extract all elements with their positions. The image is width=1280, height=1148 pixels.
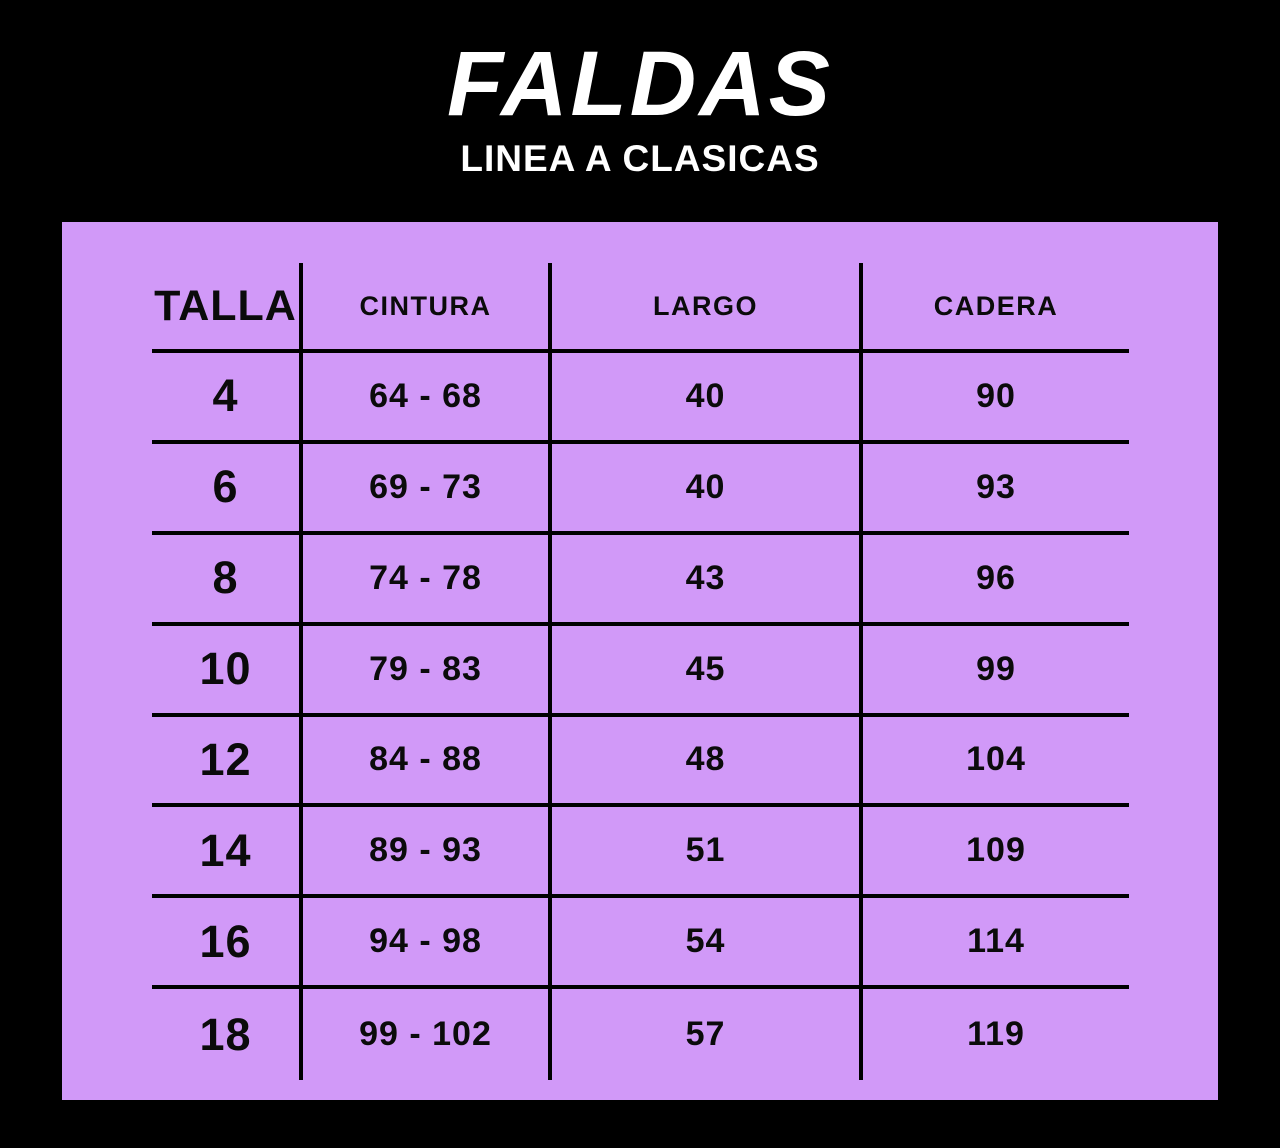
table-cell-cadera: 96 <box>863 535 1129 626</box>
table-cell-talla: 6 <box>152 443 303 535</box>
table-cell-cintura: 94 - 98 <box>303 898 552 990</box>
table-cell-largo: 48 <box>552 716 863 808</box>
size-chart-panel: TALLA CINTURA LARGO CADERA 4 64 - 68 40 … <box>62 222 1218 1100</box>
table-cell-cintura: 89 - 93 <box>303 807 552 899</box>
table-cell-cintura: 69 - 73 <box>303 443 552 535</box>
table-cell-talla: 14 <box>152 807 303 899</box>
poster-title: FALDAS <box>447 33 833 135</box>
table-cell-talla: 18 <box>152 989 303 1080</box>
table-cell-cadera: 93 <box>863 444 1129 535</box>
table-cell-talla: 10 <box>152 625 303 717</box>
table-cell-talla: 16 <box>152 898 303 990</box>
table-cell-largo: 51 <box>552 807 863 899</box>
size-table: TALLA CINTURA LARGO CADERA 4 64 - 68 40 … <box>152 263 1129 1080</box>
table-cell-largo: 57 <box>552 989 863 1080</box>
table-cell-cintura: 84 - 88 <box>303 716 552 808</box>
column-header-cadera: CADERA <box>863 263 1129 353</box>
table-cell-cintura: 99 - 102 <box>303 989 552 1080</box>
table-cell-largo: 40 <box>552 353 863 444</box>
table-cell-talla: 8 <box>152 534 303 626</box>
poster-subtitle: LINEA A CLASICAS <box>460 138 820 179</box>
table-cell-cadera: 114 <box>863 898 1129 990</box>
table-cell-cadera: 90 <box>863 353 1129 444</box>
column-header-talla: TALLA <box>152 263 303 353</box>
table-cell-largo: 40 <box>552 443 863 535</box>
table-cell-talla: 4 <box>152 353 303 444</box>
table-cell-largo: 54 <box>552 898 863 990</box>
table-cell-talla: 12 <box>152 716 303 808</box>
table-cell-largo: 45 <box>552 625 863 717</box>
table-cell-cintura: 79 - 83 <box>303 625 552 717</box>
table-cell-largo: 43 <box>552 534 863 626</box>
table-cell-cadera: 109 <box>863 807 1129 899</box>
column-header-largo: LARGO <box>552 263 863 353</box>
table-cell-cadera: 104 <box>863 717 1129 808</box>
table-cell-cadera: 99 <box>863 626 1129 717</box>
table-cell-cintura: 74 - 78 <box>303 534 552 626</box>
table-cell-cintura: 64 - 68 <box>303 353 552 444</box>
column-header-cintura: CINTURA <box>303 263 552 353</box>
table-cell-cadera: 119 <box>967 1015 1025 1054</box>
